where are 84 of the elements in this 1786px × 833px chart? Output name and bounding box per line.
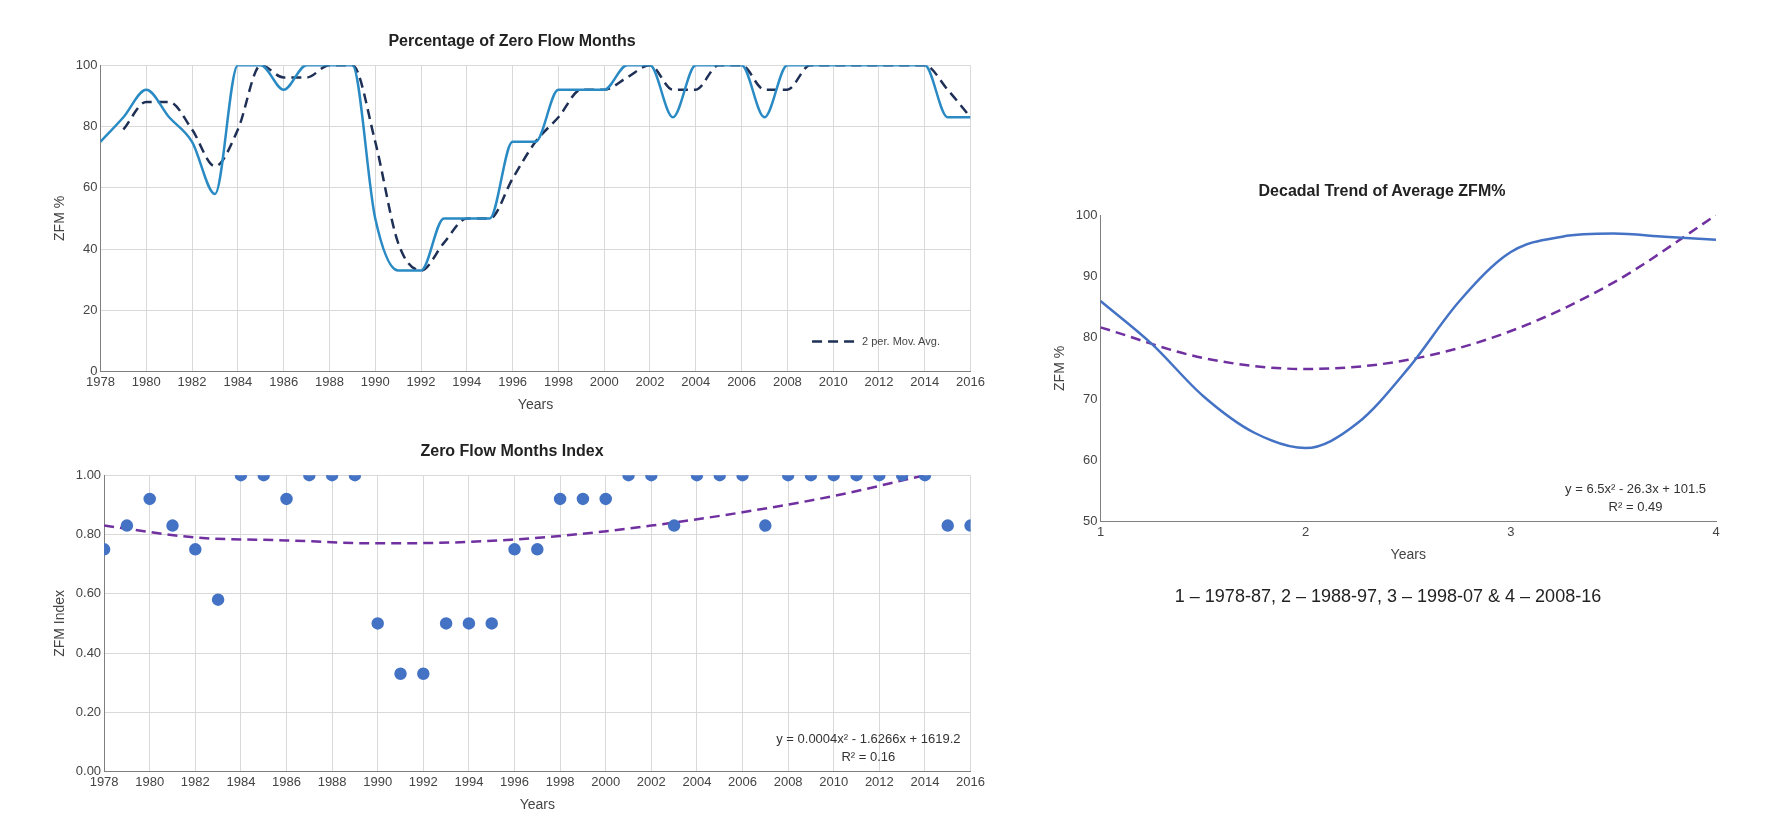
x-tick-label: 1982 — [180, 773, 210, 789]
point — [417, 667, 430, 681]
x-tick-label: 2002 — [635, 373, 665, 389]
x-tick-label: 2006 — [727, 373, 757, 389]
y-tick-label: 80 — [1083, 329, 1098, 345]
x-axis-title: Years — [517, 396, 554, 413]
x-tick-label: 1980 — [131, 373, 161, 389]
x-tick-label: 1996 — [498, 373, 528, 389]
y-tick-label: 0.40 — [75, 644, 102, 660]
legend-label: 2 per. Mov. Avg. — [862, 334, 940, 347]
x-tick-label: 1980 — [135, 773, 165, 789]
x-tick-label: 2008 — [773, 773, 803, 789]
x-tick-label: 2012 — [864, 373, 894, 389]
x-tick-label: 1998 — [543, 373, 573, 389]
x-tick-label: 2004 — [682, 773, 712, 789]
x-axis-title: Years — [1390, 546, 1426, 563]
point — [394, 667, 407, 681]
y-tick-label: 20 — [83, 301, 98, 317]
annotation: R² = 0.49 — [1608, 498, 1663, 514]
point — [508, 543, 521, 556]
chart-title: Zero Flow Months Index — [420, 442, 604, 460]
point — [371, 617, 384, 630]
y-tick-label: 50 — [1083, 513, 1098, 529]
x-tick-label: 2002 — [636, 773, 666, 789]
x-tick-label: 2008 — [772, 373, 802, 389]
x-tick-label: 1 — [1096, 523, 1105, 539]
point — [462, 617, 476, 630]
x-tick-label: 2012 — [864, 773, 894, 789]
x-tick-label: 1988 — [317, 773, 347, 789]
point — [531, 543, 544, 556]
x-tick-label: 3 — [1507, 523, 1515, 539]
y-axis-title: ZFM % — [1051, 345, 1068, 391]
chart-title: Decadal Trend of Average ZFM% — [1258, 182, 1506, 200]
annotation: R² = 0.16 — [841, 748, 896, 764]
x-tick-label: 4 — [1712, 523, 1720, 539]
x-tick-label: 1988 — [314, 373, 344, 389]
x-tick-label: 1992 — [406, 373, 436, 389]
y-tick-label: 100 — [75, 56, 98, 72]
annotation: y = 6.5x² - 26.3x + 101.5 — [1565, 480, 1706, 496]
y-tick-label: 60 — [83, 179, 98, 195]
y-tick-label: 60 — [1083, 451, 1098, 467]
x-tick-label: 1986 — [269, 373, 299, 389]
y-tick-label: 1.00 — [75, 466, 102, 482]
x-tick-label: 1994 — [454, 773, 484, 789]
y-tick-label: 90 — [1083, 268, 1098, 284]
x-tick-label: 1998 — [545, 773, 575, 789]
x-tick-label: 2004 — [681, 373, 711, 389]
line-series — [1100, 232, 1716, 450]
x-tick-label: 1992 — [408, 773, 438, 789]
y-axis-title: ZFM Index — [51, 589, 68, 657]
y-tick-label: 0.20 — [75, 703, 102, 719]
y-tick-label: 70 — [1083, 390, 1098, 406]
x-tick-label: 2000 — [591, 773, 621, 789]
annotation: y = 0.0004x² - 1.6266x + 1619.2 — [776, 730, 961, 746]
y-tick-label: 0.60 — [75, 585, 102, 601]
y-tick-label: 80 — [83, 118, 98, 134]
y-tick-label: 0.80 — [75, 526, 102, 542]
x-tick-label: 2010 — [818, 373, 848, 389]
x-tick-label: 1984 — [223, 373, 253, 389]
y-tick-label: 100 — [1075, 206, 1098, 222]
x-tick-label: 2006 — [728, 773, 757, 789]
point — [439, 617, 453, 630]
x-axis-title: Years — [519, 796, 555, 813]
point — [211, 593, 225, 606]
text: 1 – 1978-87, 2 – 1988-97, 3 – 1998-07 & 4 – 2008-16 — [1173, 586, 1603, 607]
y-axis-title: ZFM % — [51, 195, 68, 241]
x-tick-label: 1990 — [360, 373, 390, 389]
x-tick-label: 1990 — [363, 773, 393, 789]
x-tick-label: 1996 — [500, 773, 529, 789]
point — [485, 617, 498, 630]
x-tick-label: 2016 — [956, 373, 985, 389]
x-tick-label: 2010 — [819, 773, 849, 789]
x-tick-label: 2014 — [910, 373, 940, 389]
x-tick-label: 2016 — [956, 773, 985, 789]
y-tick-label: 40 — [83, 240, 98, 256]
x-tick-label: 1986 — [272, 773, 301, 789]
chart-title: Percentage of Zero Flow Months — [388, 32, 636, 50]
x-tick-label: 1984 — [226, 773, 256, 789]
x-tick-label: 2000 — [589, 373, 619, 389]
point — [189, 543, 202, 556]
x-tick-label: 1982 — [177, 373, 207, 389]
x-tick-label: 2014 — [910, 773, 940, 789]
x-tick-label: 2 — [1302, 523, 1310, 539]
x-tick-label: 1994 — [452, 373, 482, 389]
